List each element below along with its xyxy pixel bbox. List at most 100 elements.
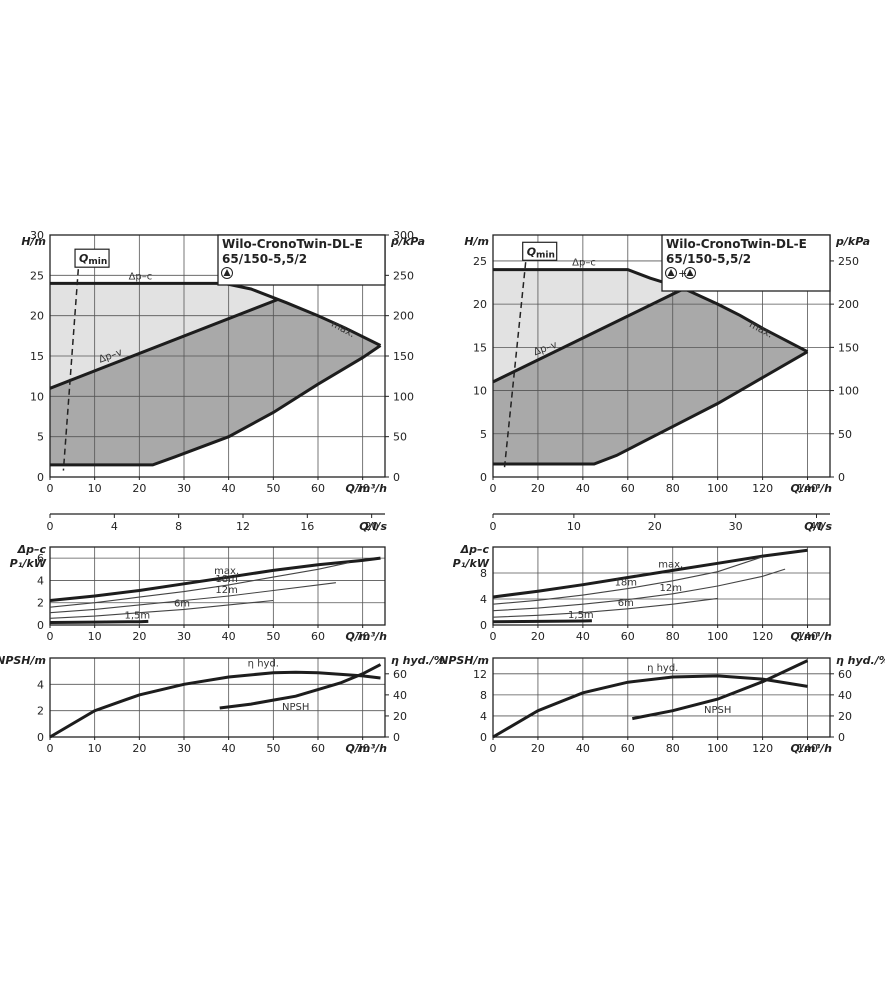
dp-v-region bbox=[50, 299, 381, 465]
npsh-xtick-label: 10 bbox=[88, 742, 102, 755]
head-ytick-label: 20 bbox=[473, 298, 487, 311]
single-pump-icon bbox=[221, 267, 233, 279]
npsh-xtick-label: 50 bbox=[266, 742, 280, 755]
qmin-label: Qmin bbox=[79, 252, 107, 267]
head-y2tick-label: 250 bbox=[393, 269, 414, 282]
npsh-xtick-label: 20 bbox=[531, 742, 545, 755]
power-xtick-label: 30 bbox=[177, 630, 191, 643]
flow-ls-label: Q/l/s bbox=[804, 520, 832, 533]
head-xtick-label: 50 bbox=[266, 482, 280, 495]
power-series-label: 12m bbox=[659, 583, 681, 594]
npsh-ytick-label: 4 bbox=[37, 678, 44, 691]
head-ylabel2: p/kPa bbox=[835, 235, 870, 248]
head-xtick-label: 20 bbox=[531, 482, 545, 495]
eta-hyd-label: η hyd. bbox=[248, 659, 279, 670]
head-y2tick-label: 250 bbox=[838, 255, 859, 268]
power-series-max bbox=[49, 556, 381, 602]
head-xtick-label: 140 bbox=[797, 482, 818, 495]
power-ytick-label: 2 bbox=[37, 597, 44, 610]
pump-icon-triangle bbox=[667, 269, 675, 276]
npsh-frame bbox=[492, 657, 831, 738]
npsh-y2tick-label: 40 bbox=[838, 689, 852, 702]
power-series-label: 6m bbox=[618, 598, 634, 609]
power-series-6m bbox=[492, 597, 718, 618]
pump-icon bbox=[665, 267, 677, 279]
npsh-xtick-label: 60 bbox=[621, 742, 635, 755]
power-series-label: 18m bbox=[215, 574, 237, 585]
head-xtick-label: 60 bbox=[621, 482, 635, 495]
power-series-label: max. bbox=[658, 559, 683, 570]
power-xtick-label: 60 bbox=[621, 630, 635, 643]
npsh-label: NPSH bbox=[282, 702, 309, 713]
head-xlabel: Q/m³/h bbox=[791, 482, 833, 495]
head-y2tick-label: 50 bbox=[393, 431, 407, 444]
head-y2tick-label: 50 bbox=[838, 428, 852, 441]
model-name: Wilo-CronoTwin-DL-E bbox=[666, 237, 807, 251]
head-y2tick-label: 300 bbox=[393, 229, 414, 242]
pump-chart-panel-1: QminΔp–cΔp–vmax.Wilo-CronoTwin-DL-E65/15… bbox=[0, 229, 445, 755]
model-name: Wilo-CronoTwin-DL-E bbox=[222, 237, 363, 251]
power-ytick-label: 4 bbox=[480, 593, 487, 606]
power-series-12m bbox=[492, 568, 786, 612]
model-title-box bbox=[661, 234, 831, 292]
head-xtick-label: 10 bbox=[88, 482, 102, 495]
pump-mode-plus: + bbox=[678, 267, 687, 280]
pump-icon-triangle bbox=[686, 269, 694, 276]
eta-ylabel: η hyd./% bbox=[836, 654, 885, 667]
npsh-xtick-label: 40 bbox=[576, 742, 590, 755]
head-xlabel: Q/m³/h bbox=[346, 482, 388, 495]
power-xtick-label: 120 bbox=[752, 630, 773, 643]
power-series-15m bbox=[492, 619, 592, 624]
npsh-xtick-label: 140 bbox=[797, 742, 818, 755]
model-size: 65/150-5,5/2 bbox=[222, 252, 307, 266]
head-ytick-label: 15 bbox=[30, 350, 44, 363]
qmin-label: Qmin bbox=[527, 245, 555, 260]
flow-ls-tick-label: 0 bbox=[490, 520, 497, 533]
qmin-box bbox=[74, 248, 110, 268]
head-ylabel: H/m bbox=[464, 235, 489, 248]
npsh-xtick-label: 100 bbox=[707, 742, 728, 755]
head-y2tick-label: 200 bbox=[838, 298, 859, 311]
head-xtick-label: 20 bbox=[132, 482, 146, 495]
head-y2tick-label: 150 bbox=[393, 350, 414, 363]
head-xtick-label: 100 bbox=[707, 482, 728, 495]
head-xtick-label: 40 bbox=[576, 482, 590, 495]
npsh-ytick-label: 2 bbox=[37, 705, 44, 718]
power-frame bbox=[49, 546, 386, 626]
power-ytick-label: 0 bbox=[37, 619, 44, 632]
eta-hyd-curve bbox=[49, 670, 381, 739]
head-y2tick-label: 0 bbox=[393, 471, 400, 484]
npsh-y2tick-label: 20 bbox=[838, 710, 852, 723]
power-xtick-label: 40 bbox=[576, 630, 590, 643]
qmin-box bbox=[522, 241, 558, 261]
npsh-ytick-label: 0 bbox=[480, 731, 487, 744]
head-xtick-label: 0 bbox=[490, 482, 497, 495]
head-ytick-label: 20 bbox=[30, 310, 44, 323]
power-xtick-label: 0 bbox=[47, 630, 54, 643]
npsh-ytick-label: 0 bbox=[37, 731, 44, 744]
npsh-xlabel: Q/m³/h bbox=[346, 742, 388, 755]
power-series-15m bbox=[49, 619, 149, 624]
power-series-label: 6m bbox=[174, 598, 190, 609]
npsh-xtick-label: 80 bbox=[666, 742, 680, 755]
power-ytick-label: 8 bbox=[480, 567, 487, 580]
npsh-y2tick-label: 0 bbox=[838, 731, 845, 744]
head-y2tick-label: 150 bbox=[838, 341, 859, 354]
head-y2tick-label: 200 bbox=[393, 310, 414, 323]
power-xtick-label: 70 bbox=[356, 630, 370, 643]
flow-ls-tick-label: 20 bbox=[365, 520, 379, 533]
flow-ls-tick-label: 10 bbox=[567, 520, 581, 533]
power-series-12m bbox=[49, 582, 336, 614]
head-ytick-label: 10 bbox=[473, 385, 487, 398]
npsh-y2tick-label: 0 bbox=[393, 731, 400, 744]
flow-ls-tick-label: 30 bbox=[729, 520, 743, 533]
power-ylabel: Δp–c bbox=[17, 543, 47, 556]
qmin-line bbox=[62, 259, 80, 471]
head-ytick-label: 5 bbox=[480, 428, 487, 441]
power-series-18m bbox=[49, 562, 350, 608]
npsh-y2tick-label: 60 bbox=[838, 668, 852, 681]
power-xtick-label: 20 bbox=[132, 630, 146, 643]
